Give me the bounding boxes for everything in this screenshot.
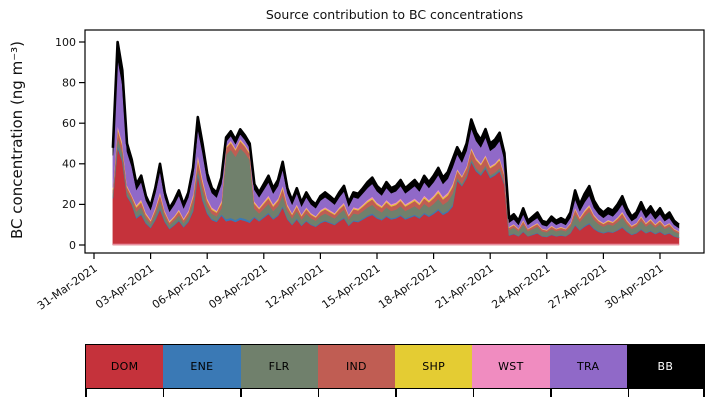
legend-tick	[550, 389, 552, 397]
x-tick-label: 18-Apr-2021	[376, 262, 439, 312]
legend-tick	[395, 389, 397, 397]
legend-item-ENE: ENE	[163, 345, 240, 388]
legend-label-ENE: ENE	[190, 360, 213, 373]
y-tick-label: 80	[62, 76, 76, 89]
legend-tick	[240, 389, 242, 397]
legend-label-FLR: FLR	[269, 360, 290, 373]
y-tick-label: 100	[55, 36, 76, 49]
legend-tick-marks	[85, 389, 705, 398]
legend-item-FLR: FLR	[241, 345, 318, 388]
legend-item-BB: BB	[627, 345, 704, 388]
y-tick-label: 0	[69, 239, 76, 252]
legend-item-DOM: DOM	[86, 345, 163, 388]
legend-tick	[703, 389, 705, 397]
x-tick-label: 24-Apr-2021	[489, 262, 552, 312]
legend-label-SHP: SHP	[422, 360, 445, 373]
y-tick-label: 40	[62, 158, 76, 171]
figure: Source contribution to BC concentrations…	[0, 0, 714, 402]
legend-item-SHP: SHP	[395, 345, 472, 388]
x-tick-label: 30-Apr-2021	[603, 262, 666, 312]
x-tick-label: 12-Apr-2021	[263, 262, 326, 312]
legend-tick	[163, 389, 165, 397]
legend-colorbar: DOM ENE FLR IND SHP WST TRA BB	[85, 344, 705, 389]
x-tick-label: 21-Apr-2021	[433, 262, 496, 312]
x-tick-label: 09-Apr-2021	[206, 262, 269, 312]
legend-item-TRA: TRA	[550, 345, 627, 388]
legend-label-DOM: DOM	[111, 360, 139, 373]
legend-tick	[473, 389, 475, 397]
x-tick-label: 31-Mar-2021	[35, 262, 100, 313]
plot-area: 0 20 40 60 80 100 31-Mar-202103-Apr-202106-Apr…	[0, 0, 714, 340]
y-tick-label: 20	[62, 198, 76, 211]
x-tick-label: 03-Apr-2021	[93, 262, 156, 312]
x-tick-label: 15-Apr-2021	[320, 262, 383, 312]
x-tick-label: 06-Apr-2021	[150, 262, 213, 312]
x-tick-label: 27-Apr-2021	[546, 262, 609, 312]
legend-item-WST: WST	[472, 345, 549, 388]
legend-item-IND: IND	[318, 345, 395, 388]
legend-label-BB: BB	[658, 360, 674, 373]
legend-label-IND: IND	[346, 360, 367, 373]
legend-tick	[628, 389, 630, 397]
legend-tick	[318, 389, 320, 397]
legend-label-TRA: TRA	[577, 360, 599, 373]
legend-label-WST: WST	[498, 360, 523, 373]
legend-tick	[85, 389, 87, 397]
y-tick-label: 60	[62, 117, 76, 130]
